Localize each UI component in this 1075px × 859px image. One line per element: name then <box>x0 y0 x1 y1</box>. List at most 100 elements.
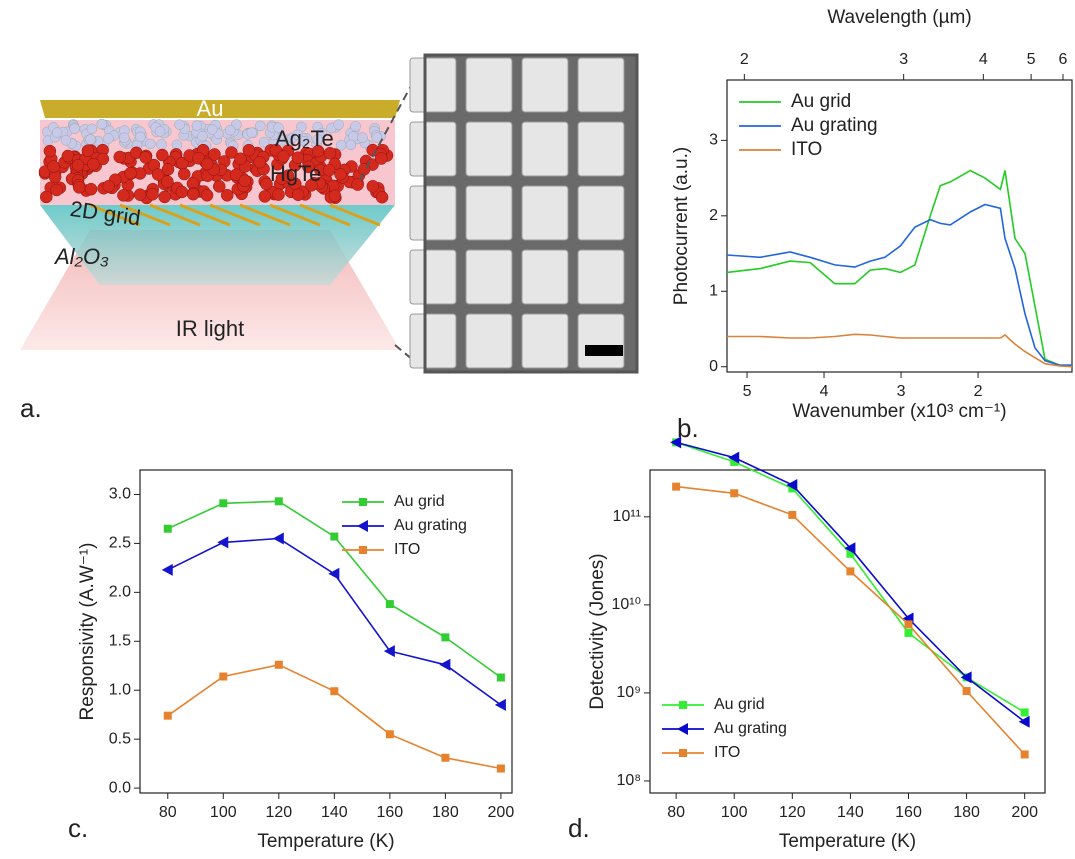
legend-marker <box>359 498 367 506</box>
particle <box>246 127 257 138</box>
x-tick-label: 80 <box>667 804 685 821</box>
marker <box>960 671 972 684</box>
series-line <box>167 663 502 770</box>
y-axis-label: Detectivity (Jones) <box>587 553 608 709</box>
particle <box>260 177 273 191</box>
particle <box>312 134 323 145</box>
legend-label: ITO <box>394 541 420 558</box>
y-tick-label: 0.0 <box>109 779 131 796</box>
particle <box>48 170 62 184</box>
x-tick-label: 120 <box>265 804 292 821</box>
x-tick-label: 4 <box>820 383 829 400</box>
marker <box>728 451 740 464</box>
legend-label: Au grid <box>394 493 445 510</box>
particle <box>328 189 342 203</box>
y-tick-label: 10⁹ <box>616 684 641 701</box>
marker <box>846 549 855 558</box>
x-tick-label: 100 <box>721 804 748 821</box>
particle <box>156 148 169 162</box>
particle <box>40 190 53 204</box>
particle <box>191 120 203 131</box>
sem-cell <box>577 249 625 305</box>
series-line <box>675 441 1026 714</box>
x-axis-label: Wavenumber (x10³ cm⁻¹) <box>792 401 1006 422</box>
particle <box>154 126 166 137</box>
y-tick-label: 1.0 <box>109 681 131 698</box>
particle <box>272 188 285 201</box>
particle <box>119 132 130 144</box>
series-line <box>675 441 1026 723</box>
particle <box>87 158 100 171</box>
particle <box>375 190 389 204</box>
particle <box>117 189 130 202</box>
marker <box>1018 715 1030 728</box>
particle <box>103 133 114 144</box>
particle <box>81 144 95 157</box>
marker <box>161 563 173 576</box>
particle <box>207 124 218 135</box>
y-tick-label: 10¹⁰ <box>611 596 641 613</box>
x-tick-label: 5 <box>743 383 752 400</box>
y-tick-label: 2.0 <box>109 584 131 601</box>
particle <box>350 121 361 132</box>
particle <box>161 163 175 176</box>
marker <box>846 567 855 576</box>
x-tick-label: 200 <box>488 804 515 821</box>
marker <box>274 660 283 669</box>
particle <box>255 120 266 132</box>
marker <box>217 536 229 549</box>
marker <box>788 510 797 519</box>
particle <box>208 148 221 161</box>
grid-wire <box>239 203 291 227</box>
marker <box>219 499 228 508</box>
particle <box>124 166 137 180</box>
particle <box>366 180 380 193</box>
x2-tick-label: 5 <box>1027 51 1036 68</box>
marker <box>328 567 340 580</box>
particle <box>156 139 167 150</box>
particle <box>145 138 156 150</box>
particle <box>197 130 208 142</box>
particle <box>69 123 80 134</box>
y-axis-label: Responsivity (A.W⁻¹) <box>77 543 98 721</box>
gold-layer <box>40 100 400 118</box>
legend-marker <box>677 723 688 735</box>
sem-cell <box>409 185 457 241</box>
sem-cell <box>577 185 625 241</box>
particle <box>305 179 318 192</box>
particle <box>374 152 388 165</box>
particle <box>200 157 214 171</box>
marker <box>788 484 797 493</box>
x-tick-label: 2 <box>974 383 983 400</box>
legend-marker <box>359 546 367 554</box>
particle <box>85 134 96 145</box>
sem-cell <box>465 185 513 241</box>
marker <box>496 764 505 773</box>
particle <box>225 146 238 159</box>
nanocrystals <box>38 118 394 227</box>
particle <box>212 180 226 193</box>
legend-label: ITO <box>791 139 822 160</box>
sem-cell <box>409 313 457 369</box>
series-line <box>726 169 1072 366</box>
particle <box>133 188 147 201</box>
particle <box>43 144 57 158</box>
sem-cell <box>409 249 457 305</box>
marker <box>330 532 339 541</box>
particle <box>371 132 383 143</box>
marker <box>670 436 682 449</box>
marker <box>330 687 339 696</box>
y-tick-label: 3.0 <box>109 486 131 503</box>
particle <box>60 135 72 146</box>
sem-cell <box>409 121 457 177</box>
zoom-line <box>359 59 426 181</box>
marker <box>494 698 506 711</box>
particle <box>351 178 364 191</box>
series-line <box>726 203 1072 366</box>
y-tick-label: 10¹¹ <box>613 508 641 525</box>
particle <box>71 159 85 172</box>
marker <box>441 753 450 762</box>
marker <box>219 672 228 681</box>
plot-frame <box>649 469 1046 794</box>
particle <box>51 127 63 138</box>
